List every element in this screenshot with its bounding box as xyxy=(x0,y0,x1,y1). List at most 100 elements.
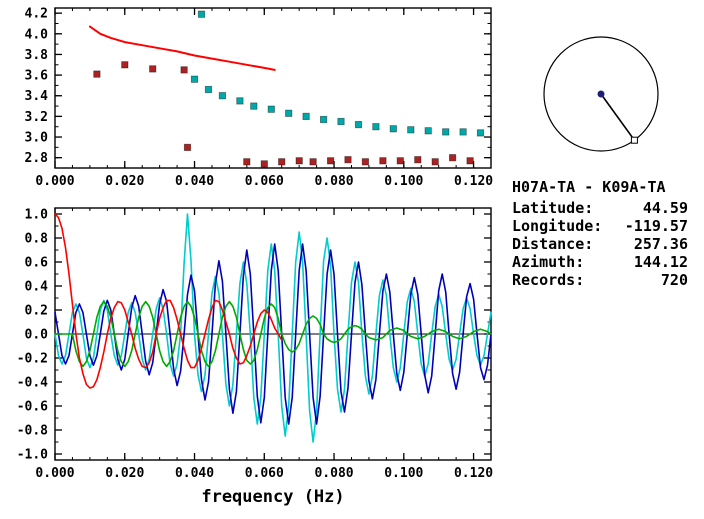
y-tick-label: 4.0 xyxy=(25,27,49,42)
data-point-marker xyxy=(197,10,206,18)
info-label: Latitude: xyxy=(512,199,594,217)
data-point-marker xyxy=(431,158,439,166)
y-tick-label: 0.4 xyxy=(25,280,49,295)
station-info-row: Azimuth: 144.12 xyxy=(512,253,688,271)
data-point-marker xyxy=(204,85,213,94)
data-point-marker xyxy=(190,75,199,83)
data-point-marker xyxy=(442,128,450,136)
y-tick-label: 3.8 xyxy=(25,48,49,63)
data-point-marker xyxy=(309,158,317,166)
data-point-marker xyxy=(260,160,268,168)
reference-dispersion-curve xyxy=(88,25,276,71)
data-point-marker xyxy=(236,97,244,105)
secondary-picks[interactable] xyxy=(93,61,474,168)
trace-blue xyxy=(54,243,492,425)
data-point-marker xyxy=(250,102,258,110)
data-point-marker xyxy=(319,115,328,124)
data-point-marker xyxy=(121,61,129,69)
y-tick-label: 3.4 xyxy=(25,89,49,104)
info-value: 257.36 xyxy=(633,235,688,253)
data-point-marker xyxy=(337,117,345,126)
x-tick-label: 0.120 xyxy=(454,466,493,481)
x-tick-label: 0.040 xyxy=(175,466,214,481)
info-label: Azimuth: xyxy=(512,253,585,271)
y-tick-label: -0.8 xyxy=(17,424,48,439)
data-point-marker xyxy=(372,123,380,131)
x-tick-label: 0.080 xyxy=(314,174,353,189)
x-tick-label: 0.060 xyxy=(245,466,284,481)
data-point-marker xyxy=(389,125,397,133)
data-point-marker xyxy=(326,157,335,165)
y-tick-label: 0.0 xyxy=(25,328,49,343)
y-tick-label: -0.6 xyxy=(17,400,48,415)
trace-green xyxy=(54,300,492,368)
station-info-row: Longitude: -119.57 xyxy=(512,217,688,235)
data-point-marker xyxy=(396,157,404,165)
y-tick-label: 4.2 xyxy=(25,7,48,22)
x-axis-label: frequency (Hz) xyxy=(201,487,344,507)
station-center-dot xyxy=(597,90,605,98)
data-point-marker xyxy=(267,105,275,113)
azimuth-indicator xyxy=(543,36,659,152)
station-info: H07A-TA - K09A-TA Latitude: 44.59 Longitud… xyxy=(512,178,688,289)
info-label: Longitude: xyxy=(512,217,603,235)
data-point-marker xyxy=(361,158,370,166)
data-point-marker xyxy=(476,129,485,137)
data-point-marker xyxy=(93,70,101,78)
y-tick-label: -0.4 xyxy=(17,376,48,391)
y-tick-label: 3.2 xyxy=(25,110,48,125)
x-tick-label: 0.060 xyxy=(245,174,284,189)
azimuth-line xyxy=(600,93,636,141)
info-value: 44.59 xyxy=(642,199,688,217)
data-point-marker xyxy=(379,157,387,165)
y-tick-label: 2.8 xyxy=(25,151,49,166)
group-velocity-picks[interactable] xyxy=(190,10,485,137)
data-point-marker xyxy=(285,109,293,117)
data-point-marker xyxy=(295,157,303,165)
y-tick-label: -1.0 xyxy=(17,448,48,463)
data-point-marker xyxy=(407,126,415,134)
data-point-marker xyxy=(149,65,157,73)
y-tick-label: 0.2 xyxy=(25,304,48,319)
info-value: 720 xyxy=(660,271,688,289)
plot-frame xyxy=(54,7,492,169)
info-value: 144.12 xyxy=(633,253,688,271)
y-tick-label: 3.0 xyxy=(25,131,49,146)
x-tick-label: 0.020 xyxy=(105,174,144,189)
data-point-marker xyxy=(278,158,286,166)
y-tick-label: 3.6 xyxy=(25,69,49,84)
x-tick-label: 0.080 xyxy=(314,466,353,481)
x-tick-label: 0.000 xyxy=(35,174,74,189)
x-tick-label: 0.000 xyxy=(35,466,74,481)
trace-cyan xyxy=(54,213,492,443)
dispersion-chart[interactable]: 0.000 0.020 0.040 0.060 0.080 0.100 0.120 2.8 3.… xyxy=(0,0,505,194)
x-tick-label: 0.100 xyxy=(384,174,423,189)
x-tick-label: 0.120 xyxy=(454,174,493,189)
data-point-marker xyxy=(448,154,457,162)
x-tick-label: 0.100 xyxy=(384,466,423,481)
data-point-marker xyxy=(354,121,363,129)
data-point-marker xyxy=(218,92,226,100)
azimuth-endpoint-marker xyxy=(630,136,638,144)
station-info-rows: Latitude: 44.59 Longitude: -119.57 Distance:… xyxy=(512,199,688,289)
data-point-marker xyxy=(243,158,251,166)
x-tick-label: 0.020 xyxy=(105,466,144,481)
azimuth-circle xyxy=(543,36,659,152)
y-tick-label: 0.6 xyxy=(25,256,49,271)
info-label: Records: xyxy=(512,271,585,289)
data-point-marker xyxy=(344,156,352,164)
station-info-row: Latitude: 44.59 xyxy=(512,199,688,217)
station-info-row: Distance: 257.36 xyxy=(512,235,688,253)
waveform-chart[interactable]: 0.000 0.020 0.040 0.060 0.080 0.100 0.120 1.0 0.… xyxy=(0,196,505,519)
y-tick-label: 1.0 xyxy=(25,208,49,223)
x-tick-label: 0.040 xyxy=(175,174,214,189)
data-point-marker xyxy=(459,128,467,136)
data-point-marker xyxy=(424,127,432,135)
y-tick-label: 0.8 xyxy=(25,232,49,247)
station-pair-title: H07A-TA - K09A-TA xyxy=(512,178,666,196)
trace-red xyxy=(54,213,283,389)
station-info-row: Records: 720 xyxy=(512,271,688,289)
data-point-marker xyxy=(466,157,474,165)
axes: 0.000 0.020 0.040 0.060 0.080 0.100 0.120 2.8 3.… xyxy=(25,7,494,189)
